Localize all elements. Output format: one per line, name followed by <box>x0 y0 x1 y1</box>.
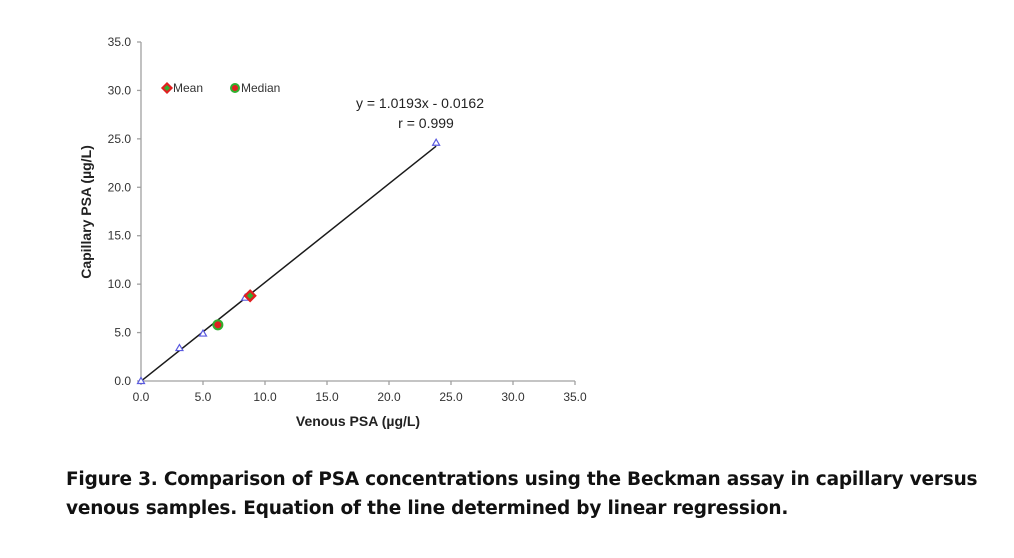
x-tick-label: 25.0 <box>439 390 463 404</box>
circle-marker-icon <box>230 83 240 93</box>
y-tick-label: 25.0 <box>108 132 132 146</box>
triangle-marker <box>174 343 184 352</box>
scatter-chart: 0.0 5.0 10.0 15.0 20.0 25.0 30.0 35.0 0.0 5.0 10.… <box>78 35 587 429</box>
x-tick-label: 35.0 <box>563 390 587 404</box>
legend-item-mean: Mean <box>160 81 203 95</box>
caption-line-1: Figure 3. Comparison of PSA concentratio… <box>66 469 978 490</box>
y-axis: 0.0 5.0 10.0 15.0 20.0 25.0 30.0 35.0 <box>108 35 142 388</box>
x-tick-label: 30.0 <box>501 390 525 404</box>
data-points <box>136 138 441 385</box>
x-axis-title: Venous PSA (µg/L) <box>296 413 420 429</box>
median-marker <box>212 319 224 331</box>
mean-marker <box>243 289 257 303</box>
diamond-marker-icon <box>160 81 174 95</box>
figure-caption: Figure 3. Comparison of PSA concentratio… <box>66 465 986 523</box>
triangle-marker <box>431 138 441 146</box>
y-tick-label: 10.0 <box>108 277 132 291</box>
x-tick-label: 10.0 <box>253 390 277 404</box>
x-axis: 0.0 5.0 10.0 15.0 20.0 25.0 30.0 35.0 <box>133 380 587 404</box>
y-tick-label: 15.0 <box>108 229 132 243</box>
legend: Mean Median <box>160 81 280 95</box>
caption-line-2: venous samples. Equation of the line det… <box>66 498 789 519</box>
x-tick-label: 0.0 <box>133 390 150 404</box>
x-tick-label: 20.0 <box>377 390 401 404</box>
legend-label-median: Median <box>241 81 280 95</box>
y-tick-label: 5.0 <box>114 326 131 340</box>
correlation-coefficient: r = 0.999 <box>398 115 454 131</box>
y-axis-title: Capillary PSA (µg/L) <box>78 145 94 279</box>
triangle-marker <box>136 376 146 385</box>
y-tick-label: 0.0 <box>114 374 131 388</box>
legend-label-mean: Mean <box>173 81 203 95</box>
triangle-marker <box>198 328 208 337</box>
y-tick-label: 35.0 <box>108 35 132 49</box>
y-tick-label: 20.0 <box>108 180 132 194</box>
regression-equation: y = 1.0193x - 0.0162 <box>356 95 484 111</box>
legend-item-median: Median <box>230 81 280 95</box>
x-tick-label: 15.0 <box>315 390 339 404</box>
y-tick-label: 30.0 <box>108 83 132 97</box>
regression-line <box>140 145 437 382</box>
x-tick-label: 5.0 <box>195 390 212 404</box>
